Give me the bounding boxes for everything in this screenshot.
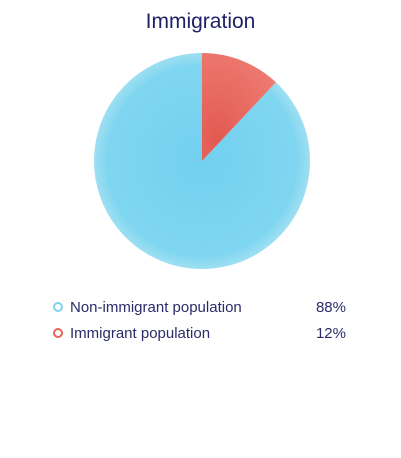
legend-value: 12% xyxy=(315,324,346,342)
legend-marker-immigrant xyxy=(53,328,63,338)
legend-value: 88% xyxy=(315,298,346,316)
chart-legend: Non-immigrant population 88% Immigrant p… xyxy=(52,294,346,346)
legend-item-immigrant[interactable]: Immigrant population 12% xyxy=(52,320,346,346)
legend-marker-non-immigrant xyxy=(53,302,63,312)
pie-chart xyxy=(94,53,311,269)
pie-slice-immigrant[interactable] xyxy=(202,53,276,161)
legend-label: Immigrant population xyxy=(70,324,211,342)
legend-item-non-immigrant[interactable]: Non-immigrant population 88% xyxy=(52,294,346,320)
pie-slice-non-immigrant[interactable] xyxy=(94,53,311,269)
legend-label: Non-immigrant population xyxy=(70,298,242,316)
chart-title: Immigration xyxy=(145,10,256,33)
